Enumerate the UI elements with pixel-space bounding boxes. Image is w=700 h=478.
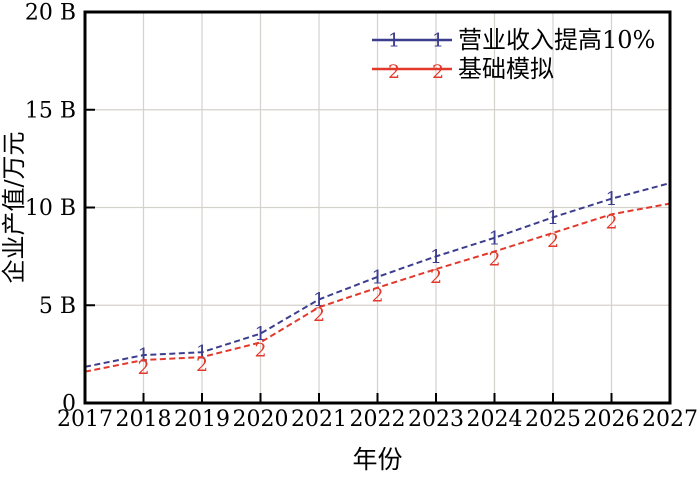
series-2-marker: 2 xyxy=(371,285,383,307)
y-tick-label: 20 B xyxy=(25,1,76,26)
series-2-marker: 2 xyxy=(313,304,325,326)
x-tick-label: 2019 xyxy=(174,407,230,432)
legend-marker-1: 1 xyxy=(432,30,444,52)
y-tick-label: 10 B xyxy=(25,196,76,221)
x-tick-label: 2022 xyxy=(350,407,406,432)
y-tick-label: 5 B xyxy=(39,294,76,319)
series-1-marker: 1 xyxy=(605,188,617,210)
plot-frame xyxy=(83,10,672,405)
series-2-marker: 2 xyxy=(488,248,500,270)
x-tick-label: 2024 xyxy=(467,407,523,432)
series-line-2 xyxy=(84,202,671,373)
x-tick-label: 2026 xyxy=(584,407,640,432)
series-1-marker: 1 xyxy=(371,266,383,288)
legend-label: 基础模拟 xyxy=(458,55,554,83)
x-tick-label: 2027 xyxy=(642,407,698,432)
x-tick-label: 2017 xyxy=(57,407,113,432)
legend-marker-2: 2 xyxy=(388,61,400,83)
series-line-1 xyxy=(84,182,671,368)
y-tick-label: 15 B xyxy=(25,98,76,123)
y-axis-title: 企业产值/万元 xyxy=(0,131,28,283)
series-2-marker: 2 xyxy=(196,354,208,376)
series-2-marker: 2 xyxy=(430,266,442,288)
series-2-marker: 2 xyxy=(605,211,617,233)
series-2-marker: 2 xyxy=(547,230,559,252)
x-tick-label: 2025 xyxy=(525,407,581,432)
series-2-marker: 2 xyxy=(137,357,149,379)
series-1-marker: 1 xyxy=(547,207,559,229)
legend-label: 营业收入提高10% xyxy=(458,26,655,54)
series-1-marker: 1 xyxy=(430,246,442,268)
legend-marker-1: 1 xyxy=(388,30,400,52)
x-axis-title: 年份 xyxy=(352,445,402,474)
series-2-marker: 2 xyxy=(254,339,266,361)
series-1-marker: 1 xyxy=(488,227,500,249)
x-tick-label: 2023 xyxy=(408,407,464,432)
x-tick-label: 2018 xyxy=(116,407,172,432)
x-tick-label: 2021 xyxy=(291,407,347,432)
series-1-marker: 1 xyxy=(137,345,149,367)
legend-marker-2: 2 xyxy=(432,61,444,83)
x-tick-label: 2020 xyxy=(233,407,289,432)
y-tick-label: 0 xyxy=(62,392,76,417)
